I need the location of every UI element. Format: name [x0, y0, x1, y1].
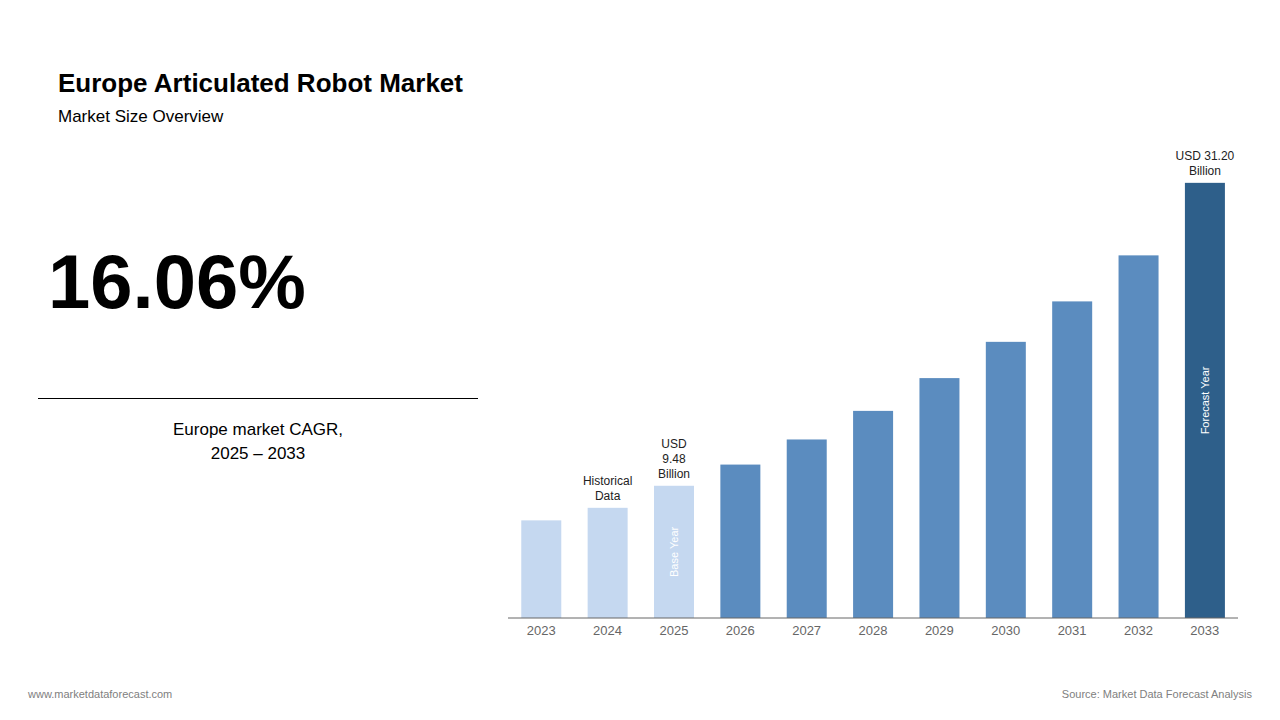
svg-text:2031: 2031: [1058, 623, 1087, 638]
svg-text:HistoricalData: HistoricalData: [583, 474, 632, 503]
svg-text:Forecast Year: Forecast Year: [1199, 366, 1211, 434]
svg-text:USD 31.20Billion: USD 31.20Billion: [1176, 149, 1235, 178]
svg-text:2028: 2028: [859, 623, 888, 638]
html-text:Source: Market Data Forecast A: Source: Market Data Forecast Analysis: [1061, 688, 1252, 700]
html-text:www.marketdataforecast.com: www.marketdataforecast.com: [28, 688, 173, 700]
svg-text:2025: 2025: [659, 623, 688, 638]
html-text:16.06%: 16.06%: [48, 239, 306, 324]
svg-text:2033: 2033: [1190, 623, 1219, 638]
html-text:Europe Articulated Robot Marke: Europe Articulated Robot Market: [58, 68, 463, 98]
svg-text:2026: 2026: [726, 623, 755, 638]
svg-text:2030: 2030: [991, 623, 1020, 638]
svg-text:2032: 2032: [1124, 623, 1153, 638]
svg-text:USD9.48Billion: USD9.48Billion: [658, 437, 690, 481]
html-text:Market Size Overview: Market Size Overview: [58, 107, 224, 127]
svg-text:2029: 2029: [925, 623, 954, 638]
svg-text:Base Year: Base Year: [668, 526, 680, 576]
html-text:Europe market CAGR, 2025 – 203: Europe market CAGR, 2025 – 2033: [173, 420, 343, 463]
svg-text:2027: 2027: [792, 623, 821, 638]
svg-text:2023: 2023: [527, 623, 556, 638]
svg-text:2024: 2024: [593, 623, 622, 638]
